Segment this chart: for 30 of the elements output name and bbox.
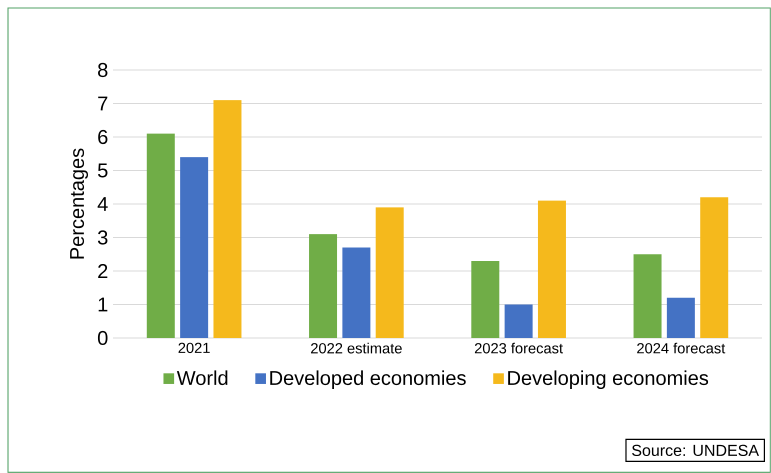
bar — [700, 197, 728, 338]
bar — [342, 248, 370, 338]
y-tick-label: 3 — [98, 230, 108, 245]
y-tick-label: 4 — [98, 197, 108, 211]
bar — [146, 134, 175, 338]
bar — [309, 234, 338, 338]
x-tick-label: 2024 forecast — [637, 342, 726, 354]
bar — [504, 304, 533, 338]
y-tick-label: 5 — [98, 164, 108, 178]
legend-label: Developing economies — [508, 370, 708, 390]
bar — [376, 207, 404, 338]
y-tick-label: 2 — [98, 264, 108, 278]
bar — [213, 100, 242, 338]
source-note: Source: UNDESA — [632, 444, 760, 456]
legend-label: World — [176, 370, 228, 386]
y-tick-label: 8 — [98, 62, 108, 78]
y-axis-title: Percentages — [70, 148, 88, 259]
x-tick-label: 2023 forecast — [474, 342, 563, 354]
x-tick-label: 2021 — [178, 342, 210, 354]
x-tick-label: 2022 estimate — [311, 342, 402, 354]
y-tick-label: 0 — [98, 330, 108, 346]
bar — [180, 157, 208, 338]
legend-label: Developed economies — [270, 370, 466, 390]
bar — [538, 200, 566, 338]
bar — [634, 254, 662, 338]
y-tick-label: 6 — [98, 130, 108, 144]
bar — [666, 298, 695, 338]
bar — [471, 260, 500, 338]
y-tick-label: 1 — [98, 298, 108, 312]
y-tick-label: 7 — [98, 96, 108, 110]
